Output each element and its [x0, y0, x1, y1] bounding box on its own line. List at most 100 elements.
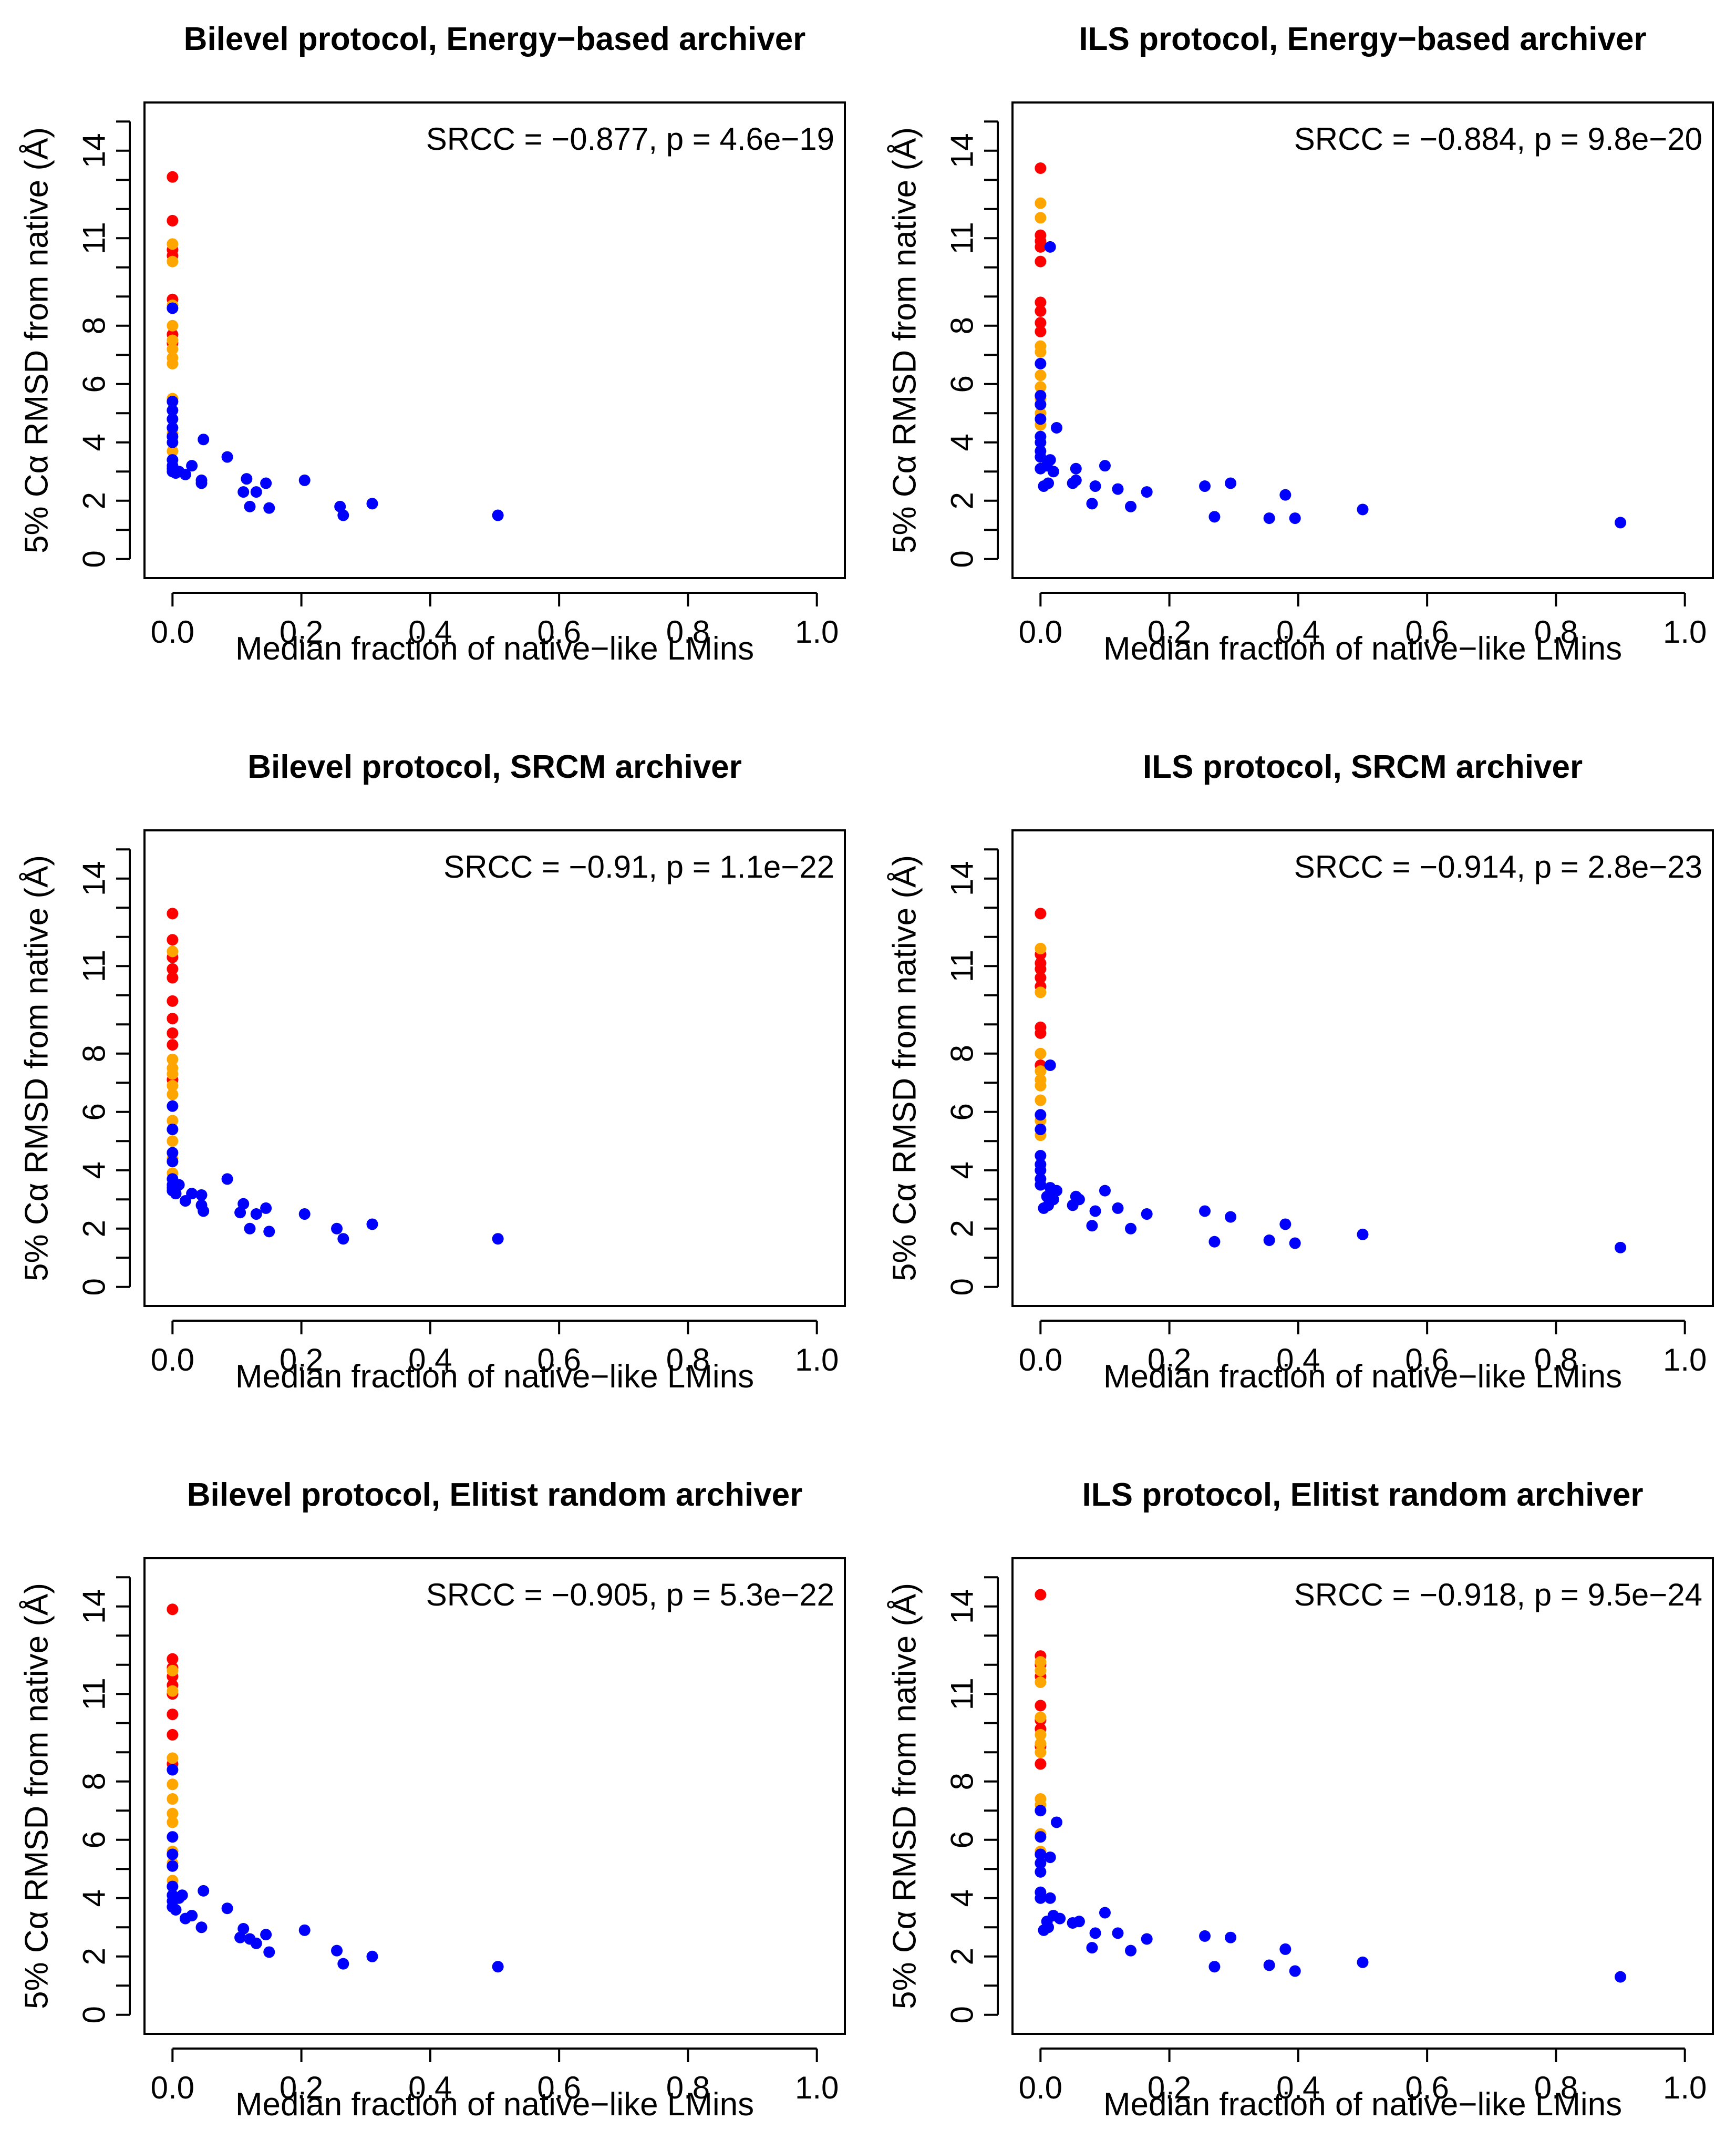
data-point-blue [1089, 480, 1101, 492]
data-point-blue [167, 1764, 179, 1776]
data-point-blue [1035, 1179, 1047, 1191]
x-tick-label: 0.2 [280, 1342, 323, 1377]
chart-panel-5: Bilevel protocol, Elitist random archive… [19, 1477, 846, 2123]
x-axis-label: Median fraction of native−like LMins [235, 631, 754, 667]
data-point-blue [366, 498, 378, 510]
data-point-blue [1073, 1916, 1085, 1928]
data-point-blue [1357, 1956, 1369, 1968]
data-point-blue [1141, 1933, 1153, 1945]
data-point-blue [1044, 1059, 1056, 1071]
data-point-orange [1035, 346, 1047, 358]
data-point-blue [334, 500, 346, 512]
data-point-blue [492, 509, 504, 521]
data-point-blue [1289, 512, 1301, 524]
x-tick-label: 0.8 [1534, 614, 1578, 650]
data-point-blue [1225, 1931, 1237, 1943]
y-axis-label: 5% Cα RMSD from native (Å) [19, 1583, 55, 2009]
y-tick-label: 0 [945, 1278, 980, 1295]
data-point-orange [1035, 197, 1047, 209]
y-tick-label: 6 [945, 1103, 980, 1120]
x-axis-label: Median fraction of native−like LMins [235, 1359, 754, 1395]
data-point-blue [1289, 1237, 1301, 1249]
y-tick-label: 8 [945, 1773, 980, 1790]
data-point-blue [1112, 1927, 1124, 1939]
data-point-orange [167, 238, 179, 250]
data-point-orange [167, 1816, 179, 1828]
chart-title: ILS protocol, Elitist random archiver [1082, 1477, 1644, 1513]
y-tick-label: 0 [77, 550, 112, 568]
data-point-blue [263, 1946, 275, 1958]
data-point-blue [170, 1188, 182, 1200]
data-point-blue [176, 1889, 188, 1901]
data-point-blue [1086, 1942, 1098, 1954]
x-tick-label: 0.6 [537, 1342, 581, 1377]
data-point-red [1035, 1758, 1047, 1770]
series-blue [167, 302, 504, 521]
x-tick-label: 0.4 [408, 614, 452, 650]
data-point-blue [186, 460, 198, 472]
data-point-blue [1035, 1848, 1047, 1860]
data-point-orange [1035, 1676, 1047, 1689]
y-tick-label: 4 [77, 1161, 112, 1179]
data-point-blue [250, 1937, 262, 1949]
data-point-orange [167, 945, 179, 958]
y-tick-label: 14 [77, 861, 112, 896]
data-point-blue [1073, 1194, 1085, 1206]
data-point-orange [167, 445, 179, 457]
data-point-red [1035, 325, 1047, 337]
data-point-blue [260, 1202, 272, 1214]
data-point-blue [1035, 1109, 1047, 1121]
data-point-orange [1035, 1737, 1047, 1750]
data-point-blue [1044, 241, 1056, 253]
data-point-blue [1125, 1944, 1137, 1957]
data-point-blue [221, 451, 233, 463]
data-point-orange [1035, 1094, 1047, 1106]
data-point-blue [366, 1950, 378, 1962]
x-tick-label: 0.2 [1148, 2070, 1191, 2105]
data-point-red [167, 1653, 179, 1665]
data-point-blue [167, 436, 179, 448]
data-point-blue [331, 1944, 343, 1957]
y-tick-label: 8 [77, 1045, 112, 1062]
x-tick-label: 1.0 [1663, 1342, 1707, 1377]
data-point-orange [167, 1778, 179, 1791]
series-blue [167, 1100, 504, 1245]
data-point-orange [167, 334, 179, 346]
data-point-red [167, 171, 179, 183]
data-point-orange [167, 1685, 179, 1697]
data-point-blue [1199, 480, 1211, 492]
y-tick-label: 2 [945, 1948, 980, 1965]
data-point-blue [167, 1100, 179, 1112]
data-point-red [1035, 241, 1047, 253]
x-tick-label: 0.6 [537, 614, 581, 650]
data-point-red [167, 1729, 179, 1741]
y-tick-label: 2 [77, 492, 112, 509]
data-point-blue [221, 1173, 233, 1185]
x-axis-label: Median fraction of native−like LMins [1103, 2086, 1622, 2123]
x-tick-label: 0.2 [1148, 614, 1191, 650]
data-point-blue [1035, 398, 1047, 410]
chart-title: Bilevel protocol, Energy−based archiver [184, 21, 806, 57]
x-tick-label: 0.0 [151, 1342, 194, 1377]
data-point-blue [263, 1226, 275, 1238]
data-point-blue [234, 1931, 246, 1943]
chart-title: ILS protocol, Energy−based archiver [1079, 21, 1646, 57]
srcc-annotation: SRCC = −0.905, p = 5.3e−22 [426, 1577, 834, 1612]
data-point-blue [198, 1885, 210, 1897]
data-point-red [1035, 1700, 1047, 1712]
data-point-blue [195, 1921, 208, 1933]
data-point-blue [173, 1179, 185, 1191]
data-point-blue [244, 1222, 256, 1234]
data-point-blue [167, 1156, 179, 1168]
data-point-red [167, 908, 179, 920]
x-tick-label: 0.0 [1019, 1342, 1062, 1377]
data-point-blue [260, 1929, 272, 1941]
data-point-orange [167, 1068, 179, 1080]
data-point-orange [167, 1053, 179, 1065]
data-point-orange [167, 1135, 179, 1147]
data-point-blue [1044, 1851, 1056, 1864]
y-tick-label: 8 [77, 1773, 112, 1790]
data-point-blue [1035, 1164, 1047, 1176]
y-axis-label: 5% Cα RMSD from native (Å) [887, 855, 923, 1281]
y-tick-label: 0 [77, 2006, 112, 2023]
